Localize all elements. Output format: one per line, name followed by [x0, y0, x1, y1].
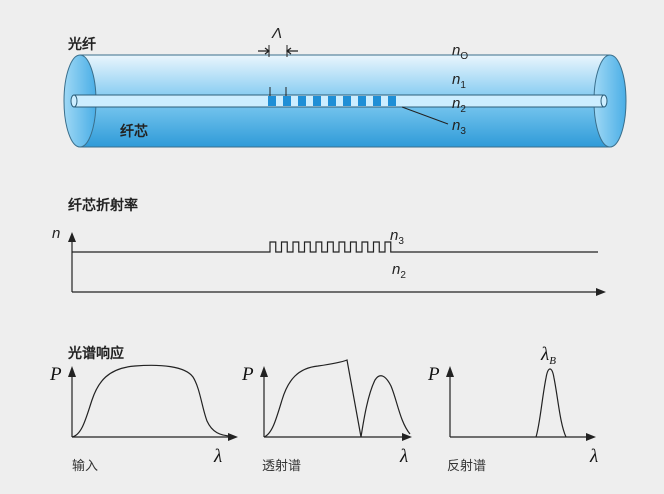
- profile-high-label: n3: [390, 227, 404, 247]
- profile-y-axis-label: n: [52, 225, 60, 242]
- panel-transmission-y-arrow: [260, 366, 268, 377]
- panel-transmission-curve: [263, 359, 411, 438]
- grating-fringe: [283, 96, 291, 106]
- period-arrow-right: [286, 47, 298, 55]
- fiber-illustration: Λ 光纤 纤芯 nO n1 n2 n3: [63, 25, 627, 148]
- profile-title: 纤芯折射率: [68, 197, 138, 214]
- spectrum-panel-reflection: P λB λ 反射谱: [427, 344, 598, 474]
- index-profile: 纤芯折射率 n n3 n2: [52, 197, 606, 296]
- spectrum-panel-input: P λ 输入: [49, 364, 238, 474]
- panel-input-curve: [71, 364, 233, 438]
- panel-transmission-caption: 透射谱: [262, 458, 301, 474]
- panel-input-y-arrow: [68, 366, 76, 377]
- grating-fringe: [388, 96, 396, 106]
- period-arrow-left: [258, 47, 270, 55]
- grating-fringe: [313, 96, 321, 106]
- panel-reflection-y-arrow: [446, 366, 454, 377]
- fiber-title: 光纤: [67, 36, 96, 53]
- panel-transmission-y-label: P: [241, 364, 254, 385]
- panel-input-x-label: λ: [213, 446, 222, 467]
- grating-index-label: n3: [452, 117, 466, 137]
- core-label: 纤芯: [120, 123, 148, 140]
- panel-input-caption: 输入: [72, 458, 98, 474]
- grating-fringe: [373, 96, 381, 106]
- spectra-title: 光谱响应: [67, 345, 124, 362]
- panel-reflection-peak-curve: [535, 368, 567, 438]
- profile-line: [72, 241, 598, 253]
- outer-index-label: nO: [452, 42, 468, 62]
- panel-reflection-peak-label: λB: [540, 344, 556, 367]
- profile-x-axis-arrow: [596, 288, 606, 296]
- panel-reflection-x-label: λ: [589, 446, 598, 467]
- grating-fringes: [268, 96, 396, 106]
- grating-fringe: [328, 96, 336, 106]
- panel-transmission-x-label: λ: [399, 446, 408, 467]
- grating-fringe: [298, 96, 306, 106]
- grating-fringe: [343, 96, 351, 106]
- fiber-core: [73, 94, 605, 108]
- panel-transmission-x-arrow: [402, 433, 412, 441]
- grating-leader-line: [401, 106, 449, 125]
- panel-reflection-caption: 反射谱: [447, 458, 486, 474]
- fiber-core-left-end: [70, 94, 78, 108]
- grating-fringe: [268, 96, 276, 106]
- cladding-index-label: n1: [452, 71, 466, 91]
- panel-input-x-arrow: [228, 433, 238, 441]
- spectrum-panel-transmission: P λ 透射谱: [241, 359, 412, 474]
- panel-reflection-x-arrow: [586, 433, 596, 441]
- period-symbol: Λ: [271, 25, 282, 42]
- fiber-core-right-end: [600, 94, 608, 108]
- spectral-response: 光谱响应 P λ 输入 P λ 透射谱 P: [49, 344, 598, 474]
- panel-input-y-label: P: [49, 364, 62, 385]
- profile-low-label: n2: [392, 261, 406, 281]
- panel-reflection-y-label: P: [427, 364, 440, 385]
- grating-fringe: [358, 96, 366, 106]
- profile-y-axis-arrow: [68, 232, 76, 242]
- core-index-label: n2: [452, 95, 466, 115]
